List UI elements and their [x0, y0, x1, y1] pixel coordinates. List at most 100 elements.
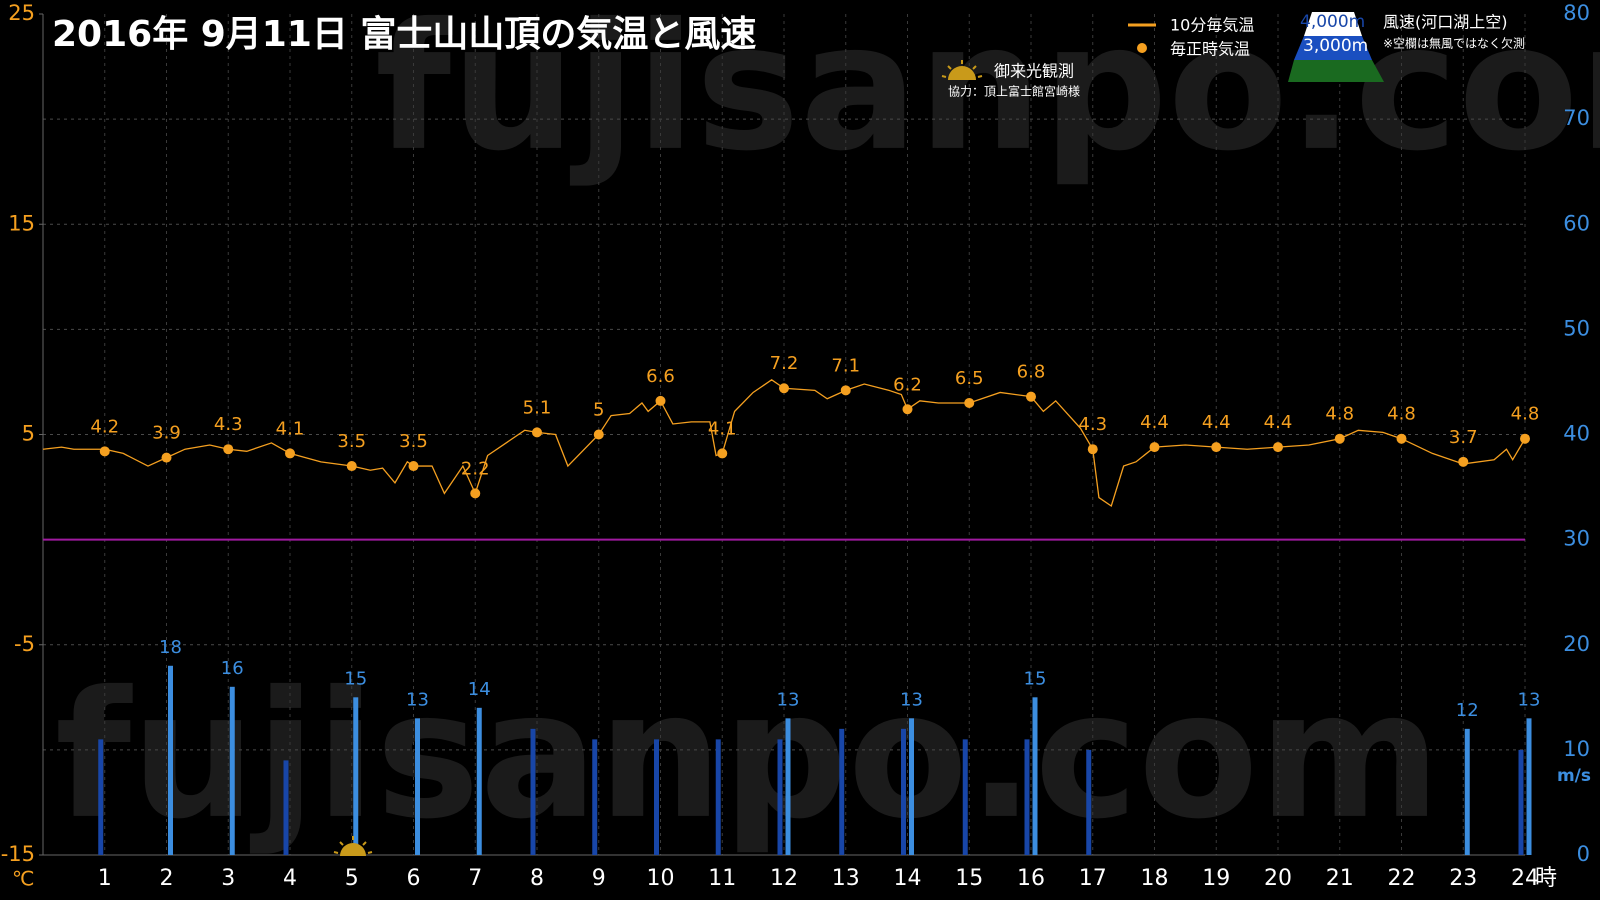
- x-tick-label: 11: [708, 866, 736, 891]
- data-label: 5.1: [523, 397, 552, 418]
- y2-tick-label: 30: [1563, 527, 1590, 551]
- hourly-dot: [470, 488, 481, 499]
- data-label: 4.3: [214, 414, 243, 435]
- hourly-dot: [1396, 433, 1407, 444]
- legend-label: 3,000m: [1303, 36, 1368, 56]
- wind-bar: [530, 728, 536, 855]
- legend-title: 風速(河口湖上空): [1383, 13, 1508, 32]
- y2-tick-label: 0: [1577, 842, 1590, 866]
- hourly-dot: [717, 448, 728, 459]
- x-tick-label: 3: [221, 866, 235, 891]
- data-label: 3.5: [337, 431, 366, 452]
- data-label: 14: [468, 679, 491, 700]
- wind-bar: [168, 665, 173, 855]
- hourly-dot: [779, 383, 789, 394]
- data-label: 4.4: [1140, 412, 1169, 433]
- wind-bar: [901, 728, 906, 855]
- x-tick-label: 4: [283, 866, 297, 891]
- wind-bar: [777, 739, 783, 855]
- x-tick-label: 10: [647, 866, 675, 891]
- hourly-dot: [1026, 391, 1036, 402]
- wind-bar: [785, 718, 791, 855]
- x-tick-label: 15: [955, 866, 983, 891]
- data-label: 7.1: [831, 355, 860, 376]
- data-label: 4.1: [708, 418, 737, 439]
- data-label: 6.6: [646, 366, 675, 387]
- sunrise-icon: [941, 60, 983, 80]
- data-label: 6.5: [955, 368, 984, 389]
- y2-tick-label: 60: [1563, 211, 1590, 235]
- wind-bar: [283, 760, 289, 855]
- sun-rays: [941, 60, 983, 78]
- wind-bar: [1464, 728, 1470, 855]
- data-label: 3.7: [1449, 427, 1478, 448]
- data-label: 7.2: [770, 353, 799, 374]
- legend-label: 10分毎気温: [1170, 16, 1254, 35]
- wind-bar: [962, 739, 968, 855]
- x-tick-label: 8: [530, 866, 544, 891]
- x-tick-label: 5: [345, 866, 359, 891]
- legend-note: ※空欄は無風ではなく欠測: [1383, 36, 1525, 51]
- data-label: 4.4: [1202, 412, 1231, 433]
- x-tick-label: 7: [468, 866, 482, 891]
- x-tick-label: 6: [407, 866, 421, 891]
- x-tick-label: 23: [1449, 866, 1477, 891]
- y2-tick-label: 10: [1563, 737, 1590, 761]
- x-tick-label: 16: [1017, 866, 1045, 891]
- legend-label: 4,000m: [1300, 12, 1365, 32]
- data-label: 4.8: [1511, 404, 1540, 425]
- data-label: 13: [406, 689, 429, 710]
- hourly-dot: [902, 404, 913, 415]
- data-label: 6.2: [893, 374, 922, 395]
- data-label: 5: [593, 400, 604, 421]
- data-label: 15: [1024, 668, 1047, 689]
- hourly-dot: [532, 427, 542, 438]
- hourly-dot: [1211, 442, 1222, 453]
- x-tick-label: 17: [1079, 866, 1107, 891]
- y-tick-label: -5: [14, 632, 35, 656]
- data-label: 13: [1518, 689, 1541, 710]
- data-label: 4.4: [1264, 412, 1293, 433]
- wind-bar: [1024, 739, 1030, 855]
- hourly-dot: [161, 452, 172, 463]
- data-label: 15: [344, 668, 367, 689]
- data-label: 18: [159, 637, 182, 658]
- wind-bar: [839, 728, 845, 855]
- mountain-mid: [1294, 36, 1372, 60]
- data-label: 4.8: [1387, 404, 1416, 425]
- data-label: 4.3: [1078, 414, 1107, 435]
- hourly-dot: [964, 397, 975, 408]
- watermark: fujisanpo.com: [55, 655, 1441, 858]
- hourly-dot: [99, 446, 110, 457]
- wind-bar: [98, 739, 104, 855]
- x-tick-label: 2: [160, 866, 174, 891]
- y2-tick-label: 20: [1563, 632, 1590, 656]
- wind-bar: [476, 707, 482, 855]
- x-tick-label: 21: [1326, 866, 1354, 891]
- x-tick-label: 22: [1388, 866, 1416, 891]
- wind-bar: [415, 718, 420, 855]
- data-label: 4.8: [1325, 404, 1354, 425]
- data-label: 4.2: [90, 416, 119, 437]
- y-tick-label: 5: [22, 422, 35, 446]
- y-tick-label: -15: [1, 842, 35, 866]
- wind-bar: [1518, 749, 1524, 855]
- x-tick-label: 14: [894, 866, 922, 891]
- y2-tick-label: 80: [1563, 1, 1590, 25]
- wind-bar: [1032, 697, 1038, 855]
- y2-axis-unit: m/s: [1557, 766, 1591, 786]
- hourly-dot: [1520, 433, 1530, 444]
- data-label: 13: [900, 689, 923, 710]
- hourly-dot: [655, 395, 666, 406]
- wind-bar: [592, 739, 598, 855]
- hourly-dot: [285, 448, 295, 459]
- hourly-dot: [1149, 442, 1160, 453]
- hourly-dot: [840, 385, 851, 396]
- data-label: 16: [221, 658, 244, 679]
- x-tick-label: 20: [1264, 866, 1292, 891]
- hourly-dot: [1458, 456, 1469, 467]
- sunrise-marker: [333, 836, 373, 856]
- hourly-dot: [346, 461, 357, 472]
